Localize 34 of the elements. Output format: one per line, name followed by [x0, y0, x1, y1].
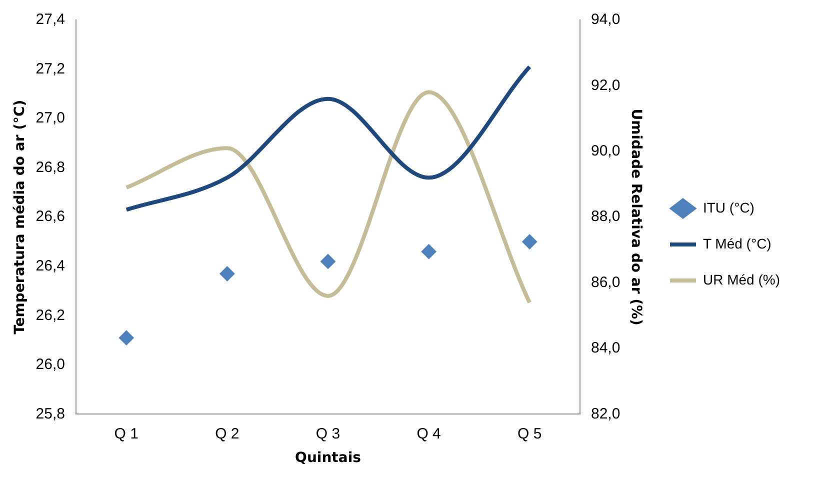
y2-tick-label: 88,0	[591, 208, 620, 226]
y2-tick-label: 84,0	[591, 340, 620, 357]
y2-tick-label: 86,0	[591, 274, 620, 291]
y-tick-label: 26,6	[36, 208, 65, 226]
x-tick-label: Q 3	[316, 425, 340, 442]
y-tick-label: 25,8	[36, 405, 65, 422]
legend-label: T Méd (°C)	[702, 235, 772, 252]
x-axis-title: Quintais	[295, 450, 361, 466]
line-series	[124, 90, 532, 305]
y-axis-title: Temperatura média do ar (°C)	[12, 100, 28, 334]
x-tick-label: Q 2	[215, 425, 240, 442]
y2-tick-label: 90,0	[591, 142, 620, 160]
y2-tick-label: 82,0	[591, 405, 620, 422]
y-tick-label: 26,0	[36, 356, 65, 374]
y-tick-label: 26,8	[36, 158, 65, 176]
point	[421, 244, 436, 260]
y-tick-label: 26,4	[36, 258, 65, 275]
y-tick-label: 27,4	[36, 11, 65, 28]
legend-label: UR Méd (%)	[702, 271, 780, 288]
legend-label: ITU (°C)	[702, 199, 754, 216]
y2-axis-title: Umidade Relativa do ar (%)	[628, 108, 644, 326]
point	[220, 266, 235, 282]
point	[118, 330, 134, 346]
y-tick-label: 27,2	[36, 60, 65, 78]
point	[320, 254, 336, 269]
y2-tick-label: 92,0	[591, 76, 620, 94]
line-series	[124, 64, 532, 212]
y-tick-label: 26,2	[36, 306, 65, 324]
y2-tick-label: 94,0	[591, 11, 620, 28]
point	[522, 234, 538, 250]
x-tick-label: Q 5	[518, 425, 542, 442]
x-tick-label: Q 4	[416, 425, 441, 442]
x-tick-label: Q 1	[114, 425, 138, 442]
y-tick-label: 27,0	[36, 110, 65, 127]
